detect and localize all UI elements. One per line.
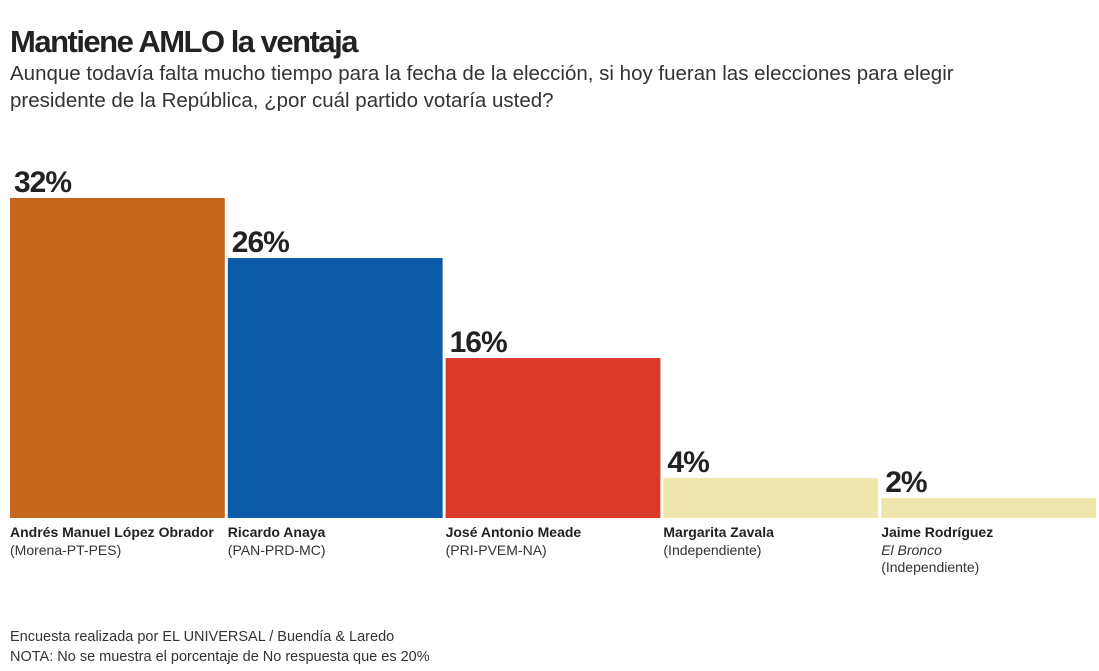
note: NOTA: No se muestra el porcentaje de No … — [10, 649, 430, 665]
source: Encuesta realizada por EL UNIVERSAL / Bu… — [10, 629, 394, 645]
party: (Independiente) — [881, 559, 979, 575]
bar — [227, 258, 443, 518]
party: (Independiente) — [663, 542, 761, 558]
subtitle-line: Aunque todavía falta mucho tiempo para l… — [10, 62, 954, 85]
chart-title: Mantiene AMLO la ventaja — [10, 24, 359, 59]
value-label: 32% — [14, 166, 71, 199]
value-label: 26% — [232, 226, 289, 259]
bar — [10, 198, 225, 518]
value-label: 16% — [450, 326, 507, 359]
candidate-name: Margarita Zavala — [663, 524, 774, 540]
candidate-name: José Antonio Meade — [446, 524, 582, 540]
party: (PRI-PVEM-NA) — [446, 542, 547, 558]
bar — [881, 498, 1096, 518]
bar — [663, 478, 879, 518]
subtitle-line: presidente de la República, ¿por cuál pa… — [10, 89, 554, 112]
value-label: 4% — [667, 446, 709, 479]
candidate-name: Ricardo Anaya — [228, 524, 326, 540]
candidate-name: Andrés Manuel López Obrador — [10, 524, 214, 540]
party: (PAN-PRD-MC) — [228, 542, 326, 558]
value-label: 2% — [885, 466, 927, 499]
nickname: El Bronco — [881, 542, 942, 558]
bar — [445, 358, 661, 518]
candidate-name: Jaime Rodríguez — [881, 524, 993, 540]
party: (Morena-PT-PES) — [10, 542, 121, 558]
